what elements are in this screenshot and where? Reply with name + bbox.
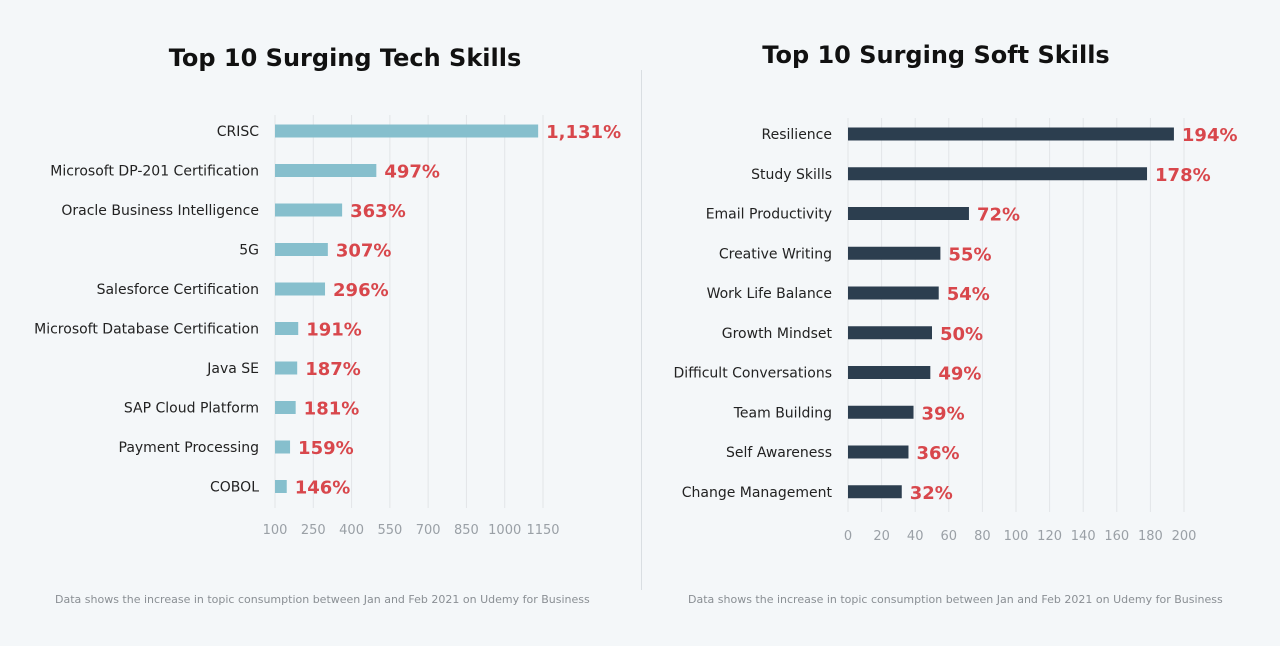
tech-value-label: 191% <box>306 320 362 341</box>
tech-value-label: 363% <box>350 201 406 222</box>
tech-bar <box>275 361 298 375</box>
tech-x-tick-label: 400 <box>339 523 364 538</box>
tech-category-label: COBOL <box>210 480 259 496</box>
tech-category-label: SAP Cloud Platform <box>124 401 259 417</box>
tech-skills-chart: Top 10 Surging Tech Skills 100 250 400 550 70… <box>34 44 621 538</box>
soft-chart-note: Data shows the increase in topic consump… <box>688 593 1223 606</box>
soft-x-tick-label: 0 <box>844 529 852 544</box>
soft-category-label: Team Building <box>733 405 832 421</box>
tech-bar <box>275 203 343 217</box>
soft-value-label: 39% <box>922 403 965 424</box>
soft-category-label: Difficult Conversations <box>674 366 832 382</box>
soft-x-tick-label: 160 <box>1104 529 1129 544</box>
tech-bar <box>275 401 296 414</box>
soft-category-label: Resilience <box>762 127 832 143</box>
soft-category-label: Study Skills <box>751 167 832 183</box>
soft-x-tick-label: 140 <box>1071 529 1096 544</box>
soft-bar <box>848 207 969 220</box>
soft-bar <box>848 405 914 419</box>
tech-value-label: 1,131% <box>546 122 621 143</box>
soft-bar <box>848 246 941 260</box>
tech-value-label: 296% <box>333 280 389 301</box>
soft-x-tick-label: 200 <box>1172 529 1197 544</box>
tech-value-label: 307% <box>336 241 392 262</box>
soft-category-label: Change Management <box>682 485 833 501</box>
soft-category-label: Email Productivity <box>706 207 832 223</box>
tech-category-label: Payment Processing <box>119 440 260 456</box>
tech-category-label: Java SE <box>206 361 259 377</box>
soft-category-label: Creative Writing <box>719 246 832 262</box>
soft-chart-title: Top 10 Surging Soft Skills <box>762 41 1109 69</box>
tech-bar <box>275 243 328 256</box>
soft-value-label: 178% <box>1155 165 1211 186</box>
soft-x-tick-label: 20 <box>873 529 890 544</box>
soft-bar <box>848 445 909 459</box>
soft-bar <box>848 167 1148 181</box>
tech-bar <box>275 480 287 493</box>
soft-value-label: 55% <box>948 244 991 265</box>
soft-x-tick-label: 100 <box>1004 529 1029 544</box>
tech-chart-note: Data shows the increase in topic consump… <box>55 593 590 606</box>
soft-bar <box>848 485 902 499</box>
soft-value-label: 50% <box>940 324 983 345</box>
tech-bar <box>275 164 377 177</box>
tech-value-label: 181% <box>304 399 360 420</box>
tech-x-tick-label: 700 <box>416 523 441 538</box>
tech-x-tick-label: 100 <box>263 523 288 538</box>
tech-x-tick-label: 250 <box>301 523 326 538</box>
tech-value-label: 497% <box>384 162 440 183</box>
chart-divider <box>641 70 642 590</box>
soft-bar <box>848 326 932 340</box>
soft-value-label: 49% <box>938 364 981 385</box>
soft-x-tick-label: 80 <box>974 529 991 544</box>
tech-bar <box>275 440 291 454</box>
tech-category-label: CRISC <box>217 124 260 140</box>
tech-x-tick-label: 1150 <box>526 523 559 538</box>
soft-x-tick-label: 120 <box>1037 529 1062 544</box>
soft-category-label: Growth Mindset <box>722 326 833 342</box>
soft-skills-chart: Top 10 Surging Soft Skills 0 20 40 60 80 100 12… <box>674 41 1238 544</box>
tech-chart-title: Top 10 Surging Tech Skills <box>169 44 522 72</box>
soft-value-label: 72% <box>977 205 1020 226</box>
tech-category-label: 5G <box>239 243 259 259</box>
tech-bar <box>275 124 539 138</box>
tech-category-label: Microsoft DP-201 Certification <box>50 164 259 180</box>
soft-value-label: 54% <box>947 284 990 305</box>
tech-category-label: Oracle Business Intelligence <box>61 203 259 219</box>
tech-value-label: 146% <box>295 478 351 499</box>
soft-x-tick-label: 40 <box>907 529 924 544</box>
soft-x-tick-label: 180 <box>1138 529 1163 544</box>
soft-bar <box>848 127 1174 141</box>
tech-bar <box>275 322 299 335</box>
soft-category-label: Self Awareness <box>726 445 832 461</box>
soft-value-label: 194% <box>1182 125 1238 146</box>
tech-value-label: 159% <box>298 438 354 459</box>
tech-value-label: 187% <box>305 359 361 380</box>
soft-value-label: 32% <box>910 483 953 504</box>
tech-bar <box>275 282 326 296</box>
soft-category-label: Work Life Balance <box>707 286 832 302</box>
soft-bar <box>848 286 939 300</box>
tech-category-label: Salesforce Certification <box>97 282 259 298</box>
tech-category-label: Microsoft Database Certification <box>34 322 259 338</box>
tech-x-tick-label: 550 <box>377 523 402 538</box>
soft-x-tick-label: 60 <box>941 529 958 544</box>
tech-x-tick-label: 850 <box>454 523 479 538</box>
soft-bar <box>848 366 931 379</box>
soft-value-label: 36% <box>916 443 959 464</box>
tech-x-tick-label: 1000 <box>488 523 521 538</box>
